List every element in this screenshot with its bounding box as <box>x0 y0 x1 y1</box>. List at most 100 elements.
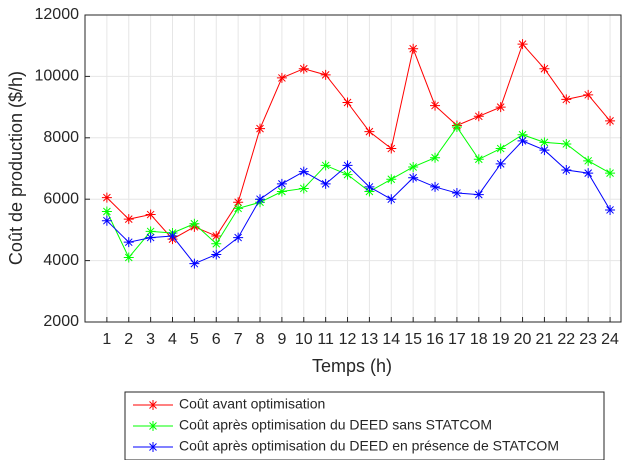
data-point <box>473 111 484 122</box>
data-point <box>320 69 331 80</box>
data-point <box>561 138 572 149</box>
data-point <box>298 183 309 194</box>
y-tick-label: 12000 <box>35 6 80 23</box>
data-point <box>123 214 134 225</box>
data-point <box>189 258 200 269</box>
y-axis-label: Coût de production ($/h) <box>6 71 26 265</box>
data-point <box>276 186 287 197</box>
data-point <box>123 252 134 263</box>
data-point <box>342 160 353 171</box>
legend-label: Coût après optimisation du DEED en prése… <box>179 438 559 454</box>
y-tick-label: 4000 <box>43 252 79 269</box>
data-point <box>517 39 528 50</box>
data-point <box>189 218 200 229</box>
data-point <box>101 192 112 203</box>
x-tick-label: 13 <box>361 331 379 348</box>
legend-marker <box>148 400 158 410</box>
data-point <box>167 231 178 242</box>
x-axis-label: Temps (h) <box>312 356 392 376</box>
data-point <box>473 154 484 165</box>
data-point <box>561 94 572 105</box>
y-tick-label: 10000 <box>35 68 80 85</box>
data-point <box>320 178 331 189</box>
data-point <box>583 155 594 166</box>
x-tick-label: 4 <box>168 331 177 348</box>
x-tick-label: 8 <box>256 331 265 348</box>
legend-marker <box>148 442 158 452</box>
data-point <box>233 232 244 243</box>
plot-frame <box>84 14 622 323</box>
x-tick-label: 22 <box>557 331 575 348</box>
legend-box <box>124 391 605 461</box>
data-point <box>517 135 528 146</box>
data-point <box>539 137 550 148</box>
legend-marker <box>148 421 158 431</box>
data-point <box>364 126 375 137</box>
data-point <box>342 97 353 108</box>
data-point <box>408 43 419 54</box>
x-tick-label: 5 <box>190 331 199 348</box>
y-tick-label: 2000 <box>43 313 79 330</box>
legend-label: Coût après optimisation du DEED sans STA… <box>179 417 492 433</box>
x-tick-label: 3 <box>146 331 155 348</box>
data-point <box>430 181 441 192</box>
data-point <box>386 174 397 185</box>
data-point <box>605 168 616 179</box>
data-point <box>408 161 419 172</box>
data-point <box>495 158 506 169</box>
data-point <box>473 189 484 200</box>
data-point <box>583 89 594 100</box>
data-point <box>101 215 112 226</box>
data-point <box>386 143 397 154</box>
data-point <box>101 206 112 217</box>
data-point <box>298 166 309 177</box>
x-tick-label: 20 <box>514 331 532 348</box>
data-point <box>539 63 550 74</box>
series-line <box>106 126 611 259</box>
x-tick-label: 23 <box>579 331 597 348</box>
data-point <box>211 249 222 260</box>
data-point <box>539 145 550 156</box>
data-point <box>408 172 419 183</box>
y-tick-label: 8000 <box>43 129 79 146</box>
data-point <box>386 194 397 205</box>
data-point <box>495 102 506 113</box>
data-point <box>430 100 441 111</box>
x-tick-label: 19 <box>492 331 510 348</box>
x-tick-label: 18 <box>470 331 488 348</box>
x-tick-label: 9 <box>277 331 286 348</box>
data-point <box>276 178 287 189</box>
data-point <box>430 152 441 163</box>
legend-label: Coût avant optimisation <box>179 396 325 412</box>
data-point <box>145 232 156 243</box>
x-tick-label: 2 <box>124 331 133 348</box>
data-point <box>145 209 156 220</box>
data-point <box>495 143 506 154</box>
data-point <box>605 115 616 126</box>
data-point <box>123 237 134 248</box>
x-tick-label: 10 <box>295 331 313 348</box>
x-tick-label: 7 <box>234 331 243 348</box>
x-tick-label: 17 <box>448 331 466 348</box>
data-point <box>583 168 594 179</box>
data-point <box>451 122 462 133</box>
x-tick-label: 1 <box>102 331 111 348</box>
data-point <box>255 123 266 134</box>
x-tick-label: 11 <box>317 331 334 348</box>
data-point <box>233 203 244 214</box>
x-tick-label: 12 <box>339 331 357 348</box>
y-tick-label: 6000 <box>43 190 79 207</box>
data-point <box>320 160 331 171</box>
data-point <box>342 169 353 180</box>
x-tick-label: 14 <box>382 331 400 348</box>
series-line <box>106 140 611 265</box>
data-point <box>233 197 244 208</box>
x-tick-label: 24 <box>601 331 619 348</box>
data-point <box>276 72 287 83</box>
data-point <box>211 231 222 242</box>
data-point <box>451 188 462 199</box>
data-point <box>211 238 222 249</box>
x-tick-label: 21 <box>536 331 554 348</box>
